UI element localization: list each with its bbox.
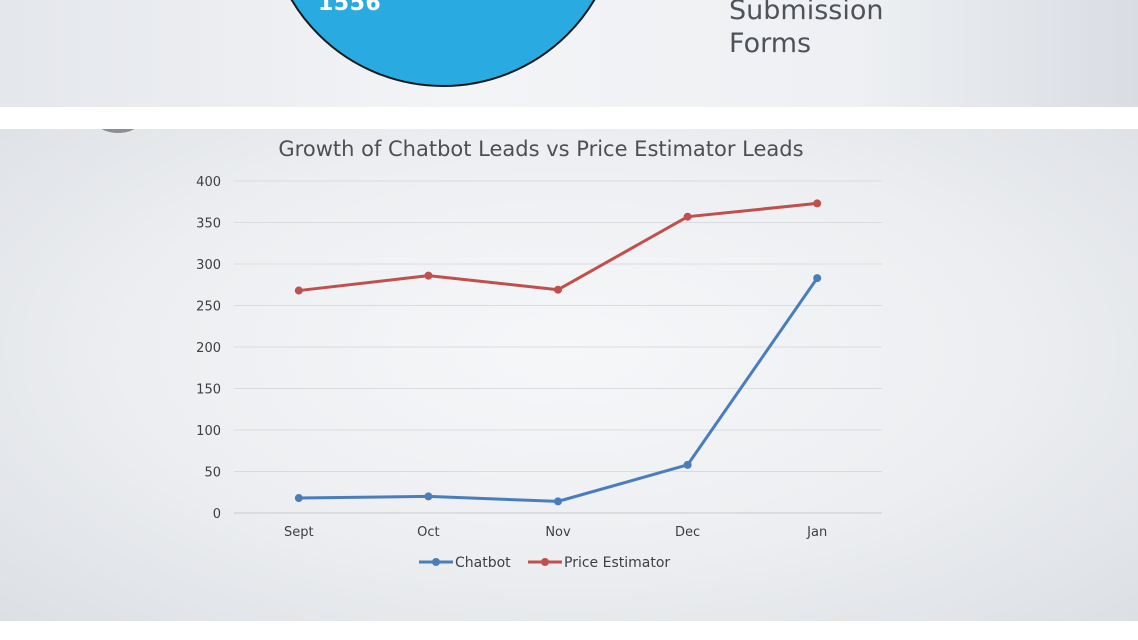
series-layer — [294, 199, 822, 506]
y-tick-label: 200 — [196, 341, 221, 356]
legend-swatch-marker — [541, 558, 549, 566]
y-tick-label: 50 — [204, 466, 221, 481]
data-point — [554, 497, 562, 506]
y-tick-label: 100 — [196, 424, 221, 439]
data-point — [294, 286, 303, 295]
legend-text-submission-forms: Submission Forms — [729, 0, 884, 59]
axis-labels: 0 50 100 150 200 250 300 350 400 Sept Oct Nov Dec Jan — [196, 175, 827, 540]
chart-slide: Growth of Chatbot Leads vs Price Estimat… — [0, 129, 1138, 621]
data-point — [424, 271, 433, 280]
decorative-circle — [84, 129, 152, 133]
data-point — [294, 494, 303, 503]
x-tick-label: Jan — [806, 525, 827, 540]
grid-lines — [234, 180, 882, 514]
legend-swatch-marker — [432, 558, 440, 566]
x-tick-label: Sept — [284, 525, 314, 540]
y-tick-label: 150 — [196, 383, 221, 398]
line-chart: Growth of Chatbot Leads vs Price Estimat… — [196, 137, 882, 571]
x-tick-label: Oct — [417, 525, 439, 540]
pie-value-label: 1556 — [318, 0, 382, 16]
data-point — [813, 274, 822, 283]
series-line-1 — [297, 201, 819, 293]
y-tick-label: 350 — [196, 217, 221, 232]
x-tick-label: Nov — [545, 525, 571, 540]
y-tick-label: 300 — [196, 258, 221, 273]
data-point — [683, 460, 692, 469]
chart-legend: Chatbot Price Estimator — [419, 555, 670, 571]
previous-slide-fragment: 1556 Submission Forms — [0, 0, 1138, 107]
y-tick-label: 250 — [196, 300, 221, 315]
data-point — [424, 492, 433, 501]
data-point — [683, 212, 692, 221]
pie-slice — [290, 0, 596, 87]
x-tick-label: Dec — [675, 525, 700, 540]
y-tick-label: 0 — [213, 507, 221, 522]
chart-title: Growth of Chatbot Leads vs Price Estimat… — [278, 137, 803, 161]
data-point — [813, 199, 822, 208]
legend-label: Chatbot — [455, 555, 511, 571]
y-tick-label: 400 — [196, 175, 221, 190]
series-line-0 — [297, 276, 819, 503]
legend-label: Price Estimator — [564, 555, 670, 571]
data-point — [554, 285, 562, 294]
pie-chart-fragment — [290, 0, 596, 87]
